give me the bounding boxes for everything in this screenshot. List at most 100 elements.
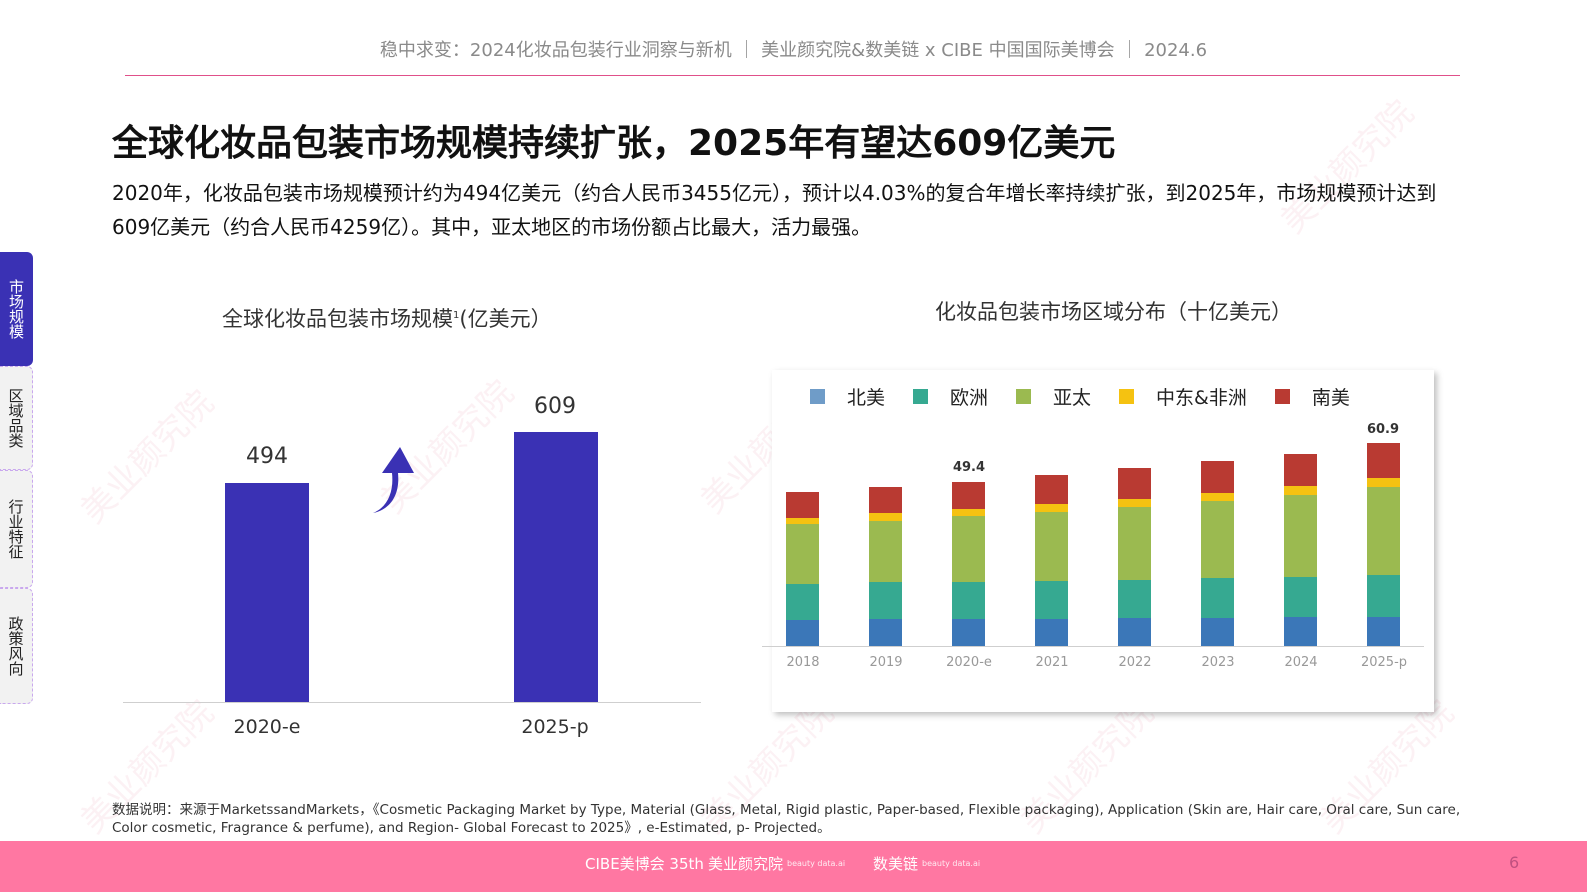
right-chart-axis — [762, 646, 1424, 647]
bar-segment — [786, 517, 819, 525]
bar-segment — [1284, 617, 1317, 646]
bar-segment — [1284, 576, 1317, 618]
bar-segment — [1284, 486, 1317, 495]
stacked-bar-2025-p — [1367, 443, 1400, 646]
bar-segment — [869, 513, 902, 522]
up-arrow-icon — [373, 447, 414, 513]
bar-segment — [1118, 468, 1151, 499]
cibe-logo-text: CIBE美博会 35th — [585, 855, 704, 873]
tab-region-category[interactable]: 区域品类 — [0, 366, 33, 470]
bar-segment — [1201, 492, 1234, 501]
left-chart-title: 全球化妆品包装市场规模1(亿美元） — [222, 303, 552, 333]
x-axis-label: 2025-p — [521, 716, 589, 738]
left-chart-axis — [123, 702, 701, 703]
bar-value-label: 609 — [534, 394, 576, 419]
bar-segment — [1118, 506, 1151, 580]
legend-label: 南美 — [1311, 387, 1350, 409]
bar-segment — [1367, 487, 1400, 576]
bar-segment — [952, 581, 985, 620]
bar-segment — [786, 491, 819, 518]
bar-segment — [1035, 504, 1068, 513]
bar-segment — [952, 516, 985, 582]
bar-segment — [1201, 618, 1234, 646]
bar-segment — [1035, 580, 1068, 619]
bar-segment — [1284, 494, 1317, 577]
stacked-bar-2023 — [1201, 460, 1234, 646]
bar-segment — [1367, 443, 1400, 478]
stacked-bar-2022 — [1118, 468, 1151, 646]
logo-subtext: beauty data.ai — [922, 859, 981, 868]
report-header: 稳中求变：2024化妆品包装行业洞察与新机 ｜ 美业颜究院&数美链 x CIBE… — [379, 40, 1208, 61]
bar-segment — [1118, 618, 1151, 646]
bar-segment — [1035, 474, 1068, 505]
bar-segment — [1201, 500, 1234, 579]
bar-2020-e — [225, 483, 309, 702]
stacked-bar-2021 — [1035, 474, 1068, 646]
bar-segment — [1367, 617, 1400, 646]
legend-label: 北美 — [847, 387, 886, 409]
bar-segment — [1367, 477, 1400, 488]
x-axis-label: 2018 — [786, 655, 820, 670]
x-axis-label: 2025-p — [1360, 655, 1408, 670]
bar-segment — [869, 582, 902, 620]
left-chart-unit: (亿美元） — [459, 307, 552, 331]
legend-swatch — [1274, 389, 1290, 404]
data-source-footnote: 数据说明：来源于MarketssandMarkets，《Cosmetic Pac… — [112, 802, 1461, 836]
legend-label: 亚太 — [1053, 387, 1092, 409]
x-axis-label: 2020-e — [946, 655, 992, 670]
bar-segment — [786, 584, 819, 620]
bar-segment — [1118, 579, 1151, 619]
bar-segment — [1201, 460, 1234, 493]
footer-bar — [0, 841, 1587, 892]
logo-subtext: beauty data.ai — [787, 859, 846, 868]
shumeilian-logo: 数美链 beauty data.ai — [873, 853, 980, 874]
footnote-marker: 1 — [453, 310, 460, 321]
logo-text: 数美链 — [873, 855, 919, 873]
right-chart-title: 化妆品包装市场区域分布（十亿美元） — [935, 300, 1292, 324]
bar-segment — [869, 486, 902, 514]
legend-swatch — [1016, 389, 1032, 404]
page-number: 6 — [1509, 853, 1520, 872]
legend-item-north-america: 北美 — [810, 383, 885, 410]
bar-segment — [1035, 618, 1068, 646]
bar-segment — [869, 521, 902, 583]
tab-policy-trends[interactable]: 政策风向 — [0, 588, 33, 704]
left-chart-title-text: 全球化妆品包装市场规模 — [222, 307, 453, 331]
chart-legend: 北美 欧洲 亚太 中东&非洲 南美 — [810, 383, 1378, 410]
x-axis-label: 2023 — [1201, 655, 1235, 670]
legend-label: 中东&非洲 — [1156, 387, 1247, 409]
bar-2025-p — [514, 432, 598, 702]
bar-segment — [1284, 453, 1317, 487]
tab-industry-features[interactable]: 行业特征 — [0, 470, 33, 588]
legend-label: 欧洲 — [950, 387, 989, 409]
legend-swatch — [1119, 389, 1135, 404]
legend-swatch — [913, 389, 929, 404]
watermark: 美业颜究院 — [73, 382, 222, 532]
legend-item-mea: 中东&非洲 — [1119, 383, 1247, 410]
section-tabs: 市场规模 区域品类 行业特征 政策风向 — [0, 252, 33, 704]
bar-segment — [952, 481, 985, 509]
bar-segment — [952, 508, 985, 517]
meiye-yanjiuyuan-logo: 美业颜究院 beauty data.ai — [708, 853, 845, 874]
legend-item-south-america: 南美 — [1274, 383, 1350, 410]
legend-item-europe: 欧洲 — [913, 383, 988, 410]
stacked-bar-2018 — [786, 491, 819, 646]
bar-segment — [1118, 498, 1151, 507]
bar-segment — [869, 619, 902, 646]
x-axis-label: 2020-e — [233, 716, 301, 738]
x-axis-label: 2019 — [869, 655, 903, 670]
x-axis-label: 2024 — [1284, 655, 1318, 670]
tab-market-size[interactable]: 市场规模 — [0, 252, 33, 366]
legend-item-asia-pacific: 亚太 — [1016, 383, 1091, 410]
bar-segment — [1035, 512, 1068, 581]
bar-segment — [1367, 575, 1400, 618]
stacked-bar-2020-e — [952, 481, 985, 646]
bar-segment — [786, 524, 819, 585]
page-title: 全球化妆品包装市场规模持续扩张，2025年有望达609亿美元 — [112, 123, 1116, 164]
stacked-bar-2024 — [1284, 453, 1317, 646]
bar-segment — [786, 619, 819, 646]
total-label-2025-p: 60.9 — [1366, 422, 1400, 437]
cibe-logo: CIBE美博会 35th — [585, 853, 704, 874]
bar-segment — [1201, 578, 1234, 619]
bar-segment — [952, 619, 985, 646]
